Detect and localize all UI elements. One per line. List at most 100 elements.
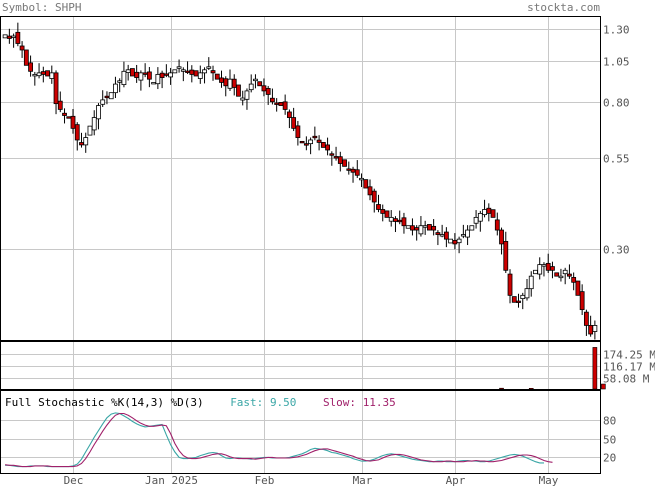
volume-bar: [528, 388, 534, 390]
stochastic-slow-line: [5, 412, 553, 468]
candle-body: [460, 234, 466, 237]
candle-body: [202, 69, 207, 74]
candle-body: [278, 101, 284, 106]
candle-body: [439, 234, 445, 237]
candle-body: [265, 88, 271, 95]
candle-body: [104, 95, 110, 99]
candle-body: [66, 116, 72, 119]
stochastic-tick-label: 80: [603, 415, 616, 428]
candle-body: [465, 229, 470, 238]
candle-body: [350, 168, 356, 173]
candle-body: [499, 229, 504, 245]
slow-value: 11.35: [362, 396, 396, 409]
candle-body: [87, 125, 93, 136]
candle-body: [236, 84, 241, 97]
candle-body: [62, 112, 67, 116]
candle-body: [113, 83, 118, 94]
volume-tick-label: 116.17 M: [603, 361, 655, 374]
candle-body: [320, 142, 326, 148]
stochastic-tick-label: 20: [603, 452, 616, 465]
candle-body: [286, 111, 292, 118]
candle-body: [138, 72, 144, 81]
stochastic-title: Full Stochastic %K(14,3) %D(3): [5, 396, 204, 409]
price-tick-label: 1.05: [603, 56, 630, 69]
candle-body: [494, 219, 500, 231]
candle-body: [23, 49, 29, 66]
candle-body: [592, 325, 598, 332]
candle-body: [53, 72, 59, 105]
candle-body: [244, 90, 250, 100]
candle-body: [180, 69, 186, 72]
candle-body: [588, 325, 594, 335]
candle-body: [214, 73, 220, 80]
candle-body: [554, 272, 560, 277]
candle-body: [49, 72, 55, 79]
month-tick-label: Feb: [255, 474, 275, 486]
volume-tick-label: 58.08 M: [603, 373, 650, 386]
candle-body: [270, 97, 275, 103]
candle-body: [151, 82, 157, 85]
candle-body: [486, 207, 492, 214]
candle-body: [303, 143, 309, 146]
candle-body: [524, 288, 530, 299]
candle-body: [473, 216, 479, 224]
candle-body: [405, 225, 411, 229]
candle-body: [125, 69, 131, 73]
candle-body: [295, 125, 301, 138]
candle-body: [91, 117, 97, 131]
candle-body: [70, 115, 76, 129]
candle-body: [477, 212, 483, 222]
candle-body: [32, 74, 38, 77]
candle-body: [227, 78, 233, 89]
candle-body: [435, 232, 441, 235]
stochastic-legend: Full Stochastic %K(14,3) %D(3) Fast: 9.5…: [5, 396, 396, 409]
candle-body: [197, 72, 203, 79]
candle-body: [528, 275, 534, 290]
symbol-label: Symbol: SHPH: [2, 1, 82, 14]
volume-bar: [499, 387, 504, 390]
candle-body: [142, 72, 148, 75]
candle-body: [490, 209, 496, 218]
candle-body: [189, 69, 195, 75]
symbol-value: SHPH: [54, 1, 82, 14]
candle-body: [248, 83, 254, 91]
candle-body: [325, 144, 330, 151]
stochastic-tick-label: 50: [603, 434, 616, 447]
candle-body: [401, 217, 407, 227]
candle-body: [469, 225, 475, 231]
candle-body: [448, 238, 454, 244]
volume-panel: [0, 341, 601, 390]
candle-body: [108, 92, 114, 100]
candle-body: [431, 225, 437, 231]
candle-body: [371, 190, 377, 203]
candle-body: [384, 210, 390, 218]
candle-body: [541, 264, 547, 267]
candle-body: [533, 269, 538, 275]
candle-body: [74, 124, 80, 141]
candle-body: [359, 177, 364, 181]
candle-body: [240, 97, 246, 101]
candle-body: [11, 35, 17, 38]
price-panel: [0, 16, 601, 341]
candle-body: [346, 168, 352, 171]
candle-body: [427, 224, 432, 231]
candle-body: [155, 74, 161, 85]
candle-body: [342, 159, 347, 167]
candle-body: [291, 117, 297, 129]
candle-body: [414, 227, 420, 231]
candle-body: [520, 294, 526, 300]
candle-body: [121, 70, 127, 85]
candle-body: [130, 68, 135, 77]
candle-body: [380, 209, 386, 214]
candle-body: [193, 70, 199, 77]
candle-body: [299, 140, 305, 144]
month-tick-label: Jan 2025: [145, 474, 198, 486]
candle-body: [550, 266, 555, 271]
month-tick-label: Mar: [353, 474, 373, 486]
candle-body: [15, 31, 21, 44]
candle-body: [516, 300, 521, 303]
candle-body: [579, 291, 585, 311]
volume-tick-label: 174.25 M: [603, 349, 655, 362]
candle-body: [503, 241, 509, 271]
